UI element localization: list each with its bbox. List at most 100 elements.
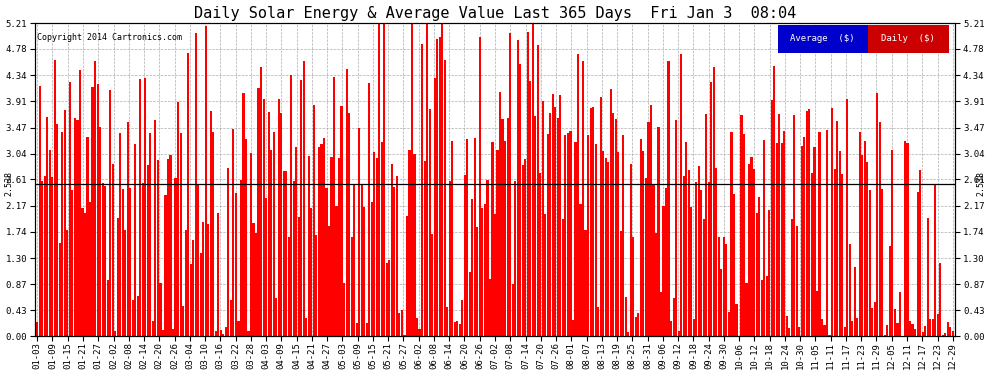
Bar (891, 150, 894, 336)
Bar (688, 170, 690, 336)
Bar (777, 25, 868, 53)
Bar (836, 121, 839, 336)
Bar (783, 131, 785, 336)
Bar (522, 165, 524, 336)
Bar (140, 79, 142, 336)
Bar (868, 25, 948, 53)
Bar (544, 214, 546, 336)
Bar (91, 87, 94, 336)
Bar (328, 226, 330, 336)
Bar (424, 161, 426, 336)
Bar (811, 173, 813, 336)
Bar (773, 66, 775, 336)
Bar (675, 120, 677, 336)
Bar (612, 113, 614, 336)
Bar (373, 152, 375, 336)
Bar (874, 302, 876, 336)
Bar (809, 110, 811, 336)
Bar (708, 182, 710, 336)
Bar (71, 190, 73, 336)
Bar (537, 45, 539, 336)
Bar (416, 318, 418, 336)
Bar (600, 97, 602, 336)
Bar (189, 264, 192, 336)
Bar (607, 162, 609, 336)
Bar (471, 199, 473, 336)
Bar (265, 198, 267, 336)
Bar (937, 314, 939, 336)
Bar (49, 150, 50, 336)
Bar (932, 320, 934, 336)
Bar (66, 230, 68, 336)
Bar (363, 207, 365, 336)
Bar (177, 102, 179, 336)
Bar (132, 300, 134, 336)
Bar (788, 328, 790, 336)
Bar (164, 195, 166, 336)
Bar (112, 164, 114, 336)
Bar (86, 137, 88, 336)
Bar (217, 213, 220, 336)
Bar (494, 214, 496, 336)
Bar (56, 123, 58, 336)
Text: 2.538: 2.538 (4, 171, 14, 196)
Bar (944, 333, 946, 336)
Bar (507, 118, 509, 336)
Bar (486, 180, 488, 336)
Bar (184, 230, 187, 336)
Bar (381, 142, 383, 336)
Bar (411, 23, 413, 336)
Bar (829, 335, 831, 336)
Bar (197, 184, 199, 336)
Bar (122, 189, 124, 336)
Bar (927, 218, 929, 336)
Bar (479, 37, 481, 336)
Bar (768, 210, 770, 336)
Bar (633, 237, 635, 336)
Bar (858, 132, 860, 336)
Bar (741, 115, 742, 336)
Bar (567, 133, 569, 336)
Bar (282, 171, 285, 336)
Bar (79, 70, 81, 336)
Bar (491, 142, 494, 336)
Title: Daily Solar Energy & Average Value Last 365 Days  Fri Jan 3  08:04: Daily Solar Energy & Average Value Last … (194, 6, 796, 21)
Bar (846, 99, 848, 336)
Bar (731, 132, 733, 336)
Bar (401, 310, 403, 336)
Bar (582, 61, 584, 336)
Bar (240, 180, 242, 336)
Bar (99, 127, 101, 336)
Bar (657, 127, 659, 336)
Bar (610, 89, 612, 336)
Bar (37, 322, 39, 336)
Bar (617, 152, 620, 336)
Bar (255, 233, 257, 336)
Bar (323, 138, 325, 336)
Bar (434, 78, 436, 336)
Bar (723, 237, 725, 336)
Bar (564, 135, 566, 336)
Bar (630, 164, 632, 336)
Bar (456, 321, 458, 336)
Bar (476, 227, 478, 336)
Bar (881, 189, 883, 336)
Bar (765, 276, 767, 336)
Bar (863, 141, 866, 336)
Bar (946, 322, 948, 336)
Bar (243, 93, 245, 336)
Bar (388, 260, 390, 336)
Bar (318, 147, 320, 336)
Bar (745, 283, 747, 336)
Bar (801, 146, 803, 336)
Bar (620, 231, 622, 336)
Bar (721, 269, 723, 336)
Bar (47, 117, 49, 336)
Bar (781, 142, 783, 336)
Bar (736, 303, 738, 336)
Bar (861, 156, 863, 336)
Bar (685, 142, 687, 336)
Bar (512, 284, 514, 336)
Bar (665, 188, 667, 336)
Bar (796, 226, 798, 336)
